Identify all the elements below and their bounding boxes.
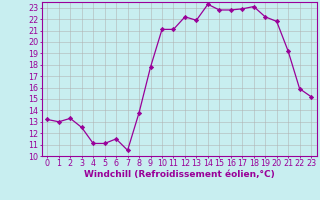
X-axis label: Windchill (Refroidissement éolien,°C): Windchill (Refroidissement éolien,°C) [84,170,275,179]
